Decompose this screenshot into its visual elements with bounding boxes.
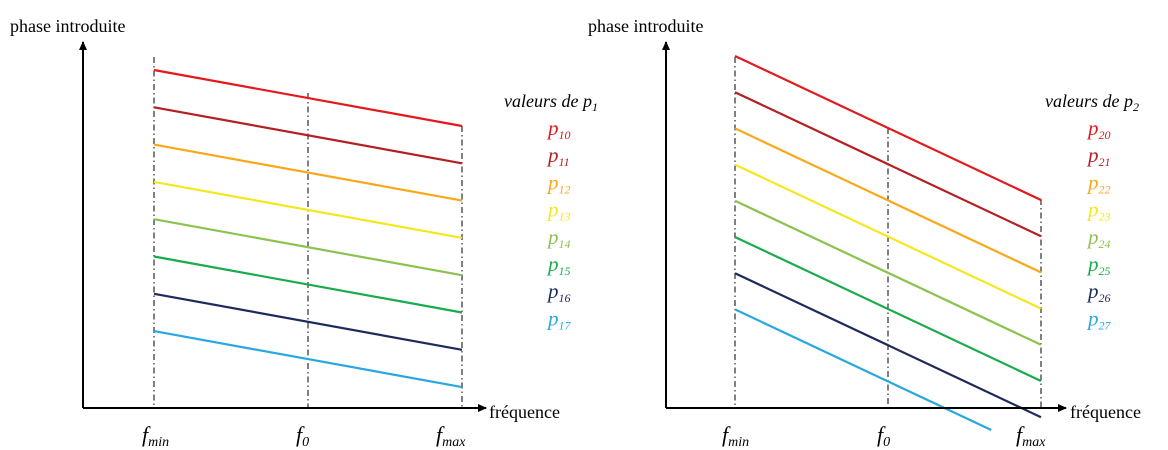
right-series-line [734,127,1042,274]
left-legend-item: p13 [546,198,571,224]
left-legend-item: p14 [546,225,571,251]
right-legend-title: valeurs de p2 [1045,91,1139,114]
right-series-line [734,236,1042,382]
left-y-axis-label: phase introduite [10,16,125,36]
right-legend-item: p24 [1086,225,1111,251]
left-tick-fmin: fmin [142,422,169,450]
right-tick-fmax: fmax [1016,422,1046,450]
left-legend-title: valeurs de p1 [504,91,598,114]
left-legend-item: p16 [546,279,571,305]
right-legend-item: p20 [1086,116,1111,142]
left-legend-item: p12 [546,170,571,196]
left-series-lines [153,68,463,389]
right-series-line [734,308,992,431]
right-x-axis-label: fréquence [1070,402,1141,422]
right-tick-fmin: fmin [722,422,749,450]
left-series-line [153,143,463,202]
right-y-axis-label: phase introduite [588,16,703,36]
right-legend-item: p21 [1086,143,1111,169]
right-legend-item: p27 [1086,306,1112,332]
left-series-line [153,255,463,314]
left-x-axis-label: fréquence [489,402,560,422]
left-legend-item: p10 [546,116,571,142]
left-series-line [153,180,463,239]
right-tick-f0: f0 [877,422,890,450]
right-series-line [734,163,1042,310]
left-tick-f0: f0 [296,422,309,450]
left-series-line [153,218,463,277]
right-guides [734,57,1042,408]
left-series-line [153,330,463,389]
left-series-line [153,68,463,128]
right-series-line [734,199,1042,346]
right-legend-item: p23 [1086,198,1111,224]
left-legend-item: p17 [546,306,572,332]
left-panel: phase introduite fréquence fmin f0 fmax … [10,16,598,450]
right-legend-item: p25 [1086,252,1111,278]
right-legend-item: p26 [1086,279,1111,305]
left-series-line [153,292,463,351]
right-legend-item: p22 [1086,170,1111,196]
left-tick-fmax: fmax [436,422,466,450]
left-legend-item: p15 [546,252,571,278]
right-series-lines [734,55,1042,431]
left-guides [153,57,463,408]
left-series-line [153,106,463,165]
right-series-line [734,272,1042,419]
right-panel: phase introduite fréquence fmin f0 fmax … [588,16,1141,450]
right-series-line [734,91,1042,238]
left-legend-item: p11 [546,143,570,169]
right-series-line [734,55,1042,201]
